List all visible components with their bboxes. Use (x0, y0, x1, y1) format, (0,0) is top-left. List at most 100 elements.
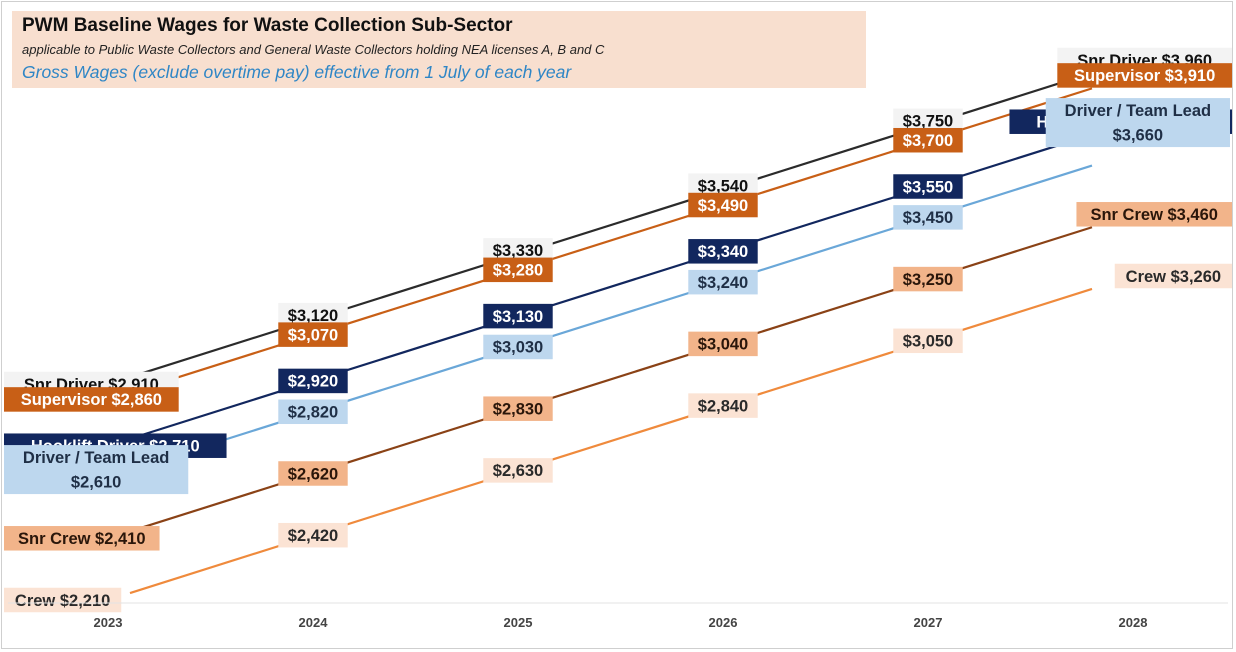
data-label-supervisor-5-text: Supervisor $3,910 (1074, 67, 1215, 85)
data-label-supervisor-5-bg (1057, 63, 1232, 88)
x-tick-label: 2023 (94, 615, 123, 630)
value-labels: Snr Driver $2,910$3,120$3,330$3,540$3,75… (4, 47, 1232, 613)
data-label-driver-team-lead-0: Driver / Team Lead $2,610 (4, 445, 189, 495)
data-label-snr-crew-0-text: Snr Crew $2,410 (18, 530, 146, 548)
data-label-crew-0: Crew $2,210 (4, 587, 122, 613)
data-label-snr-crew-2: $2,830 (483, 396, 553, 421)
x-axis: 2023 2024 2025 2026 2027 2028 (8, 602, 1228, 630)
data-label-supervisor-3-bg (688, 192, 758, 218)
data-label-hooklift-1-bg (278, 368, 348, 394)
data-label-driver-team-lead-1-bg (278, 399, 348, 425)
data-label-supervisor-2-text: $3,280 (493, 262, 543, 280)
chart-note: Gross Wages (exclude overtime pay) effec… (22, 62, 572, 82)
data-label-driver-team-lead-5: Driver / Team Lead $3,660 (1045, 98, 1230, 148)
x-tick-label: 2025 (504, 615, 533, 630)
data-label-hooklift-4-bg (893, 174, 963, 199)
data-label-crew-5-bg (1114, 263, 1232, 289)
data-label-driver-team-lead-0-text: Driver / Team Lead (23, 449, 169, 467)
data-label-hooklift-1: $2,920 (278, 368, 348, 394)
x-tick-label: 2026 (709, 615, 738, 630)
data-label-supervisor-1-text: $3,070 (288, 326, 338, 344)
data-label-supervisor-0: Supervisor $2,860 (4, 387, 179, 412)
data-label-supervisor-3: $3,490 (688, 192, 758, 218)
data-label-supervisor-1-bg (278, 322, 348, 347)
data-label-snr-crew-1: $2,620 (278, 461, 348, 486)
data-label-snr-crew-5-text: Snr Crew $3,460 (1090, 206, 1218, 224)
data-label-hooklift-3-text: $3,340 (698, 243, 748, 261)
data-label-snr-driver-3-text: $3,540 (698, 177, 748, 195)
data-label-crew-4-bg (893, 328, 963, 354)
data-label-crew-3-text: $2,840 (698, 397, 748, 415)
x-tick-label: 2028 (1119, 615, 1148, 630)
data-label-hooklift-1-text: $2,920 (288, 373, 338, 391)
x-tick-label: 2024 (299, 615, 329, 630)
data-label-supervisor-4-bg (893, 127, 963, 153)
data-label-snr-driver-2-text: $3,330 (493, 242, 543, 260)
data-label-crew-1: $2,420 (278, 522, 348, 548)
data-label-crew-1-bg (278, 522, 348, 548)
data-label-crew-5: Crew $3,260 (1114, 263, 1232, 289)
data-label-driver-team-lead-2-text: $3,030 (493, 339, 543, 357)
data-label-driver-team-lead-0-bg (4, 445, 189, 495)
data-label-crew-3: $2,840 (688, 393, 758, 418)
data-label-hooklift-3-bg (688, 239, 758, 264)
data-label-hooklift-2-bg (483, 303, 553, 329)
data-label-supervisor-4: $3,700 (893, 127, 963, 153)
data-label-driver-team-lead-1-text: $2,820 (288, 404, 338, 422)
data-label-driver-team-lead-5-text: Driver / Team Lead (1065, 102, 1211, 120)
data-label-snr-crew-4: $3,250 (893, 266, 963, 292)
data-label-snr-crew-1-bg (278, 461, 348, 486)
data-label-supervisor-0-bg (4, 387, 179, 412)
data-label-snr-crew-1-text: $2,620 (288, 465, 338, 483)
data-label-driver-team-lead-4-text: $3,450 (903, 209, 953, 227)
data-label-supervisor-2-bg (483, 257, 553, 283)
data-label-snr-crew-4-text: $3,250 (903, 271, 953, 289)
chart-title: PWM Baseline Wages for Waste Collection … (22, 15, 513, 36)
data-label-snr-driver-1-text: $3,120 (288, 307, 338, 325)
data-label-snr-crew-3: $3,040 (688, 331, 758, 357)
data-label-driver-team-lead-0-text: $2,610 (71, 474, 121, 492)
data-label-crew-0-text: Crew $2,210 (15, 592, 110, 610)
data-label-crew-2: $2,630 (483, 458, 553, 483)
data-label-supervisor-2: $3,280 (483, 257, 553, 283)
data-label-crew-3-bg (688, 393, 758, 418)
data-label-driver-team-lead-1: $2,820 (278, 399, 348, 425)
data-label-snr-driver-4-text: $3,750 (903, 113, 953, 131)
data-label-driver-team-lead-4: $3,450 (893, 205, 963, 230)
data-label-snr-crew-3-text: $3,040 (698, 336, 748, 354)
data-label-crew-2-text: $2,630 (493, 462, 543, 480)
data-label-crew-5-text: Crew $3,260 (1126, 268, 1221, 286)
data-label-hooklift-4-text: $3,550 (903, 178, 953, 196)
data-label-crew-4: $3,050 (893, 328, 963, 354)
data-label-crew-2-bg (483, 458, 553, 483)
data-label-driver-team-lead-3-text: $3,240 (698, 274, 748, 292)
data-label-driver-team-lead-3: $3,240 (688, 269, 758, 295)
chart-subtitle: applicable to Public Waste Collectors an… (22, 42, 605, 57)
data-label-snr-crew-2-bg (483, 396, 553, 421)
data-label-crew-1-text: $2,420 (288, 527, 338, 545)
data-label-snr-crew-4-bg (893, 266, 963, 292)
data-label-snr-crew-5-bg (1076, 202, 1232, 227)
data-label-driver-team-lead-2-bg (483, 334, 553, 360)
data-label-snr-crew-5: Snr Crew $3,460 (1076, 202, 1232, 227)
data-label-hooklift-3: $3,340 (688, 239, 758, 264)
data-label-crew-0-bg (4, 587, 122, 613)
data-label-driver-team-lead-2: $3,030 (483, 334, 553, 360)
data-label-supervisor-0-text: Supervisor $2,860 (21, 391, 162, 409)
data-label-driver-team-lead-4-bg (893, 205, 963, 230)
data-label-supervisor-4-text: $3,700 (903, 132, 953, 150)
data-label-snr-crew-0: Snr Crew $2,410 (4, 526, 160, 551)
data-label-hooklift-2-text: $3,130 (493, 308, 543, 326)
data-label-hooklift-2: $3,130 (483, 303, 553, 329)
data-label-crew-4-text: $3,050 (903, 333, 953, 351)
data-label-snr-crew-2-text: $2,830 (493, 400, 543, 418)
data-label-supervisor-5: Supervisor $3,910 (1057, 63, 1232, 88)
data-label-driver-team-lead-5-text: $3,660 (1113, 127, 1163, 145)
data-label-supervisor-3-text: $3,490 (698, 197, 748, 215)
data-label-hooklift-4: $3,550 (893, 174, 963, 199)
data-label-driver-team-lead-3-bg (688, 269, 758, 295)
title-box: PWM Baseline Wages for Waste Collection … (12, 11, 866, 88)
data-label-snr-crew-0-bg (4, 526, 160, 551)
data-label-driver-team-lead-5-bg (1045, 98, 1230, 148)
